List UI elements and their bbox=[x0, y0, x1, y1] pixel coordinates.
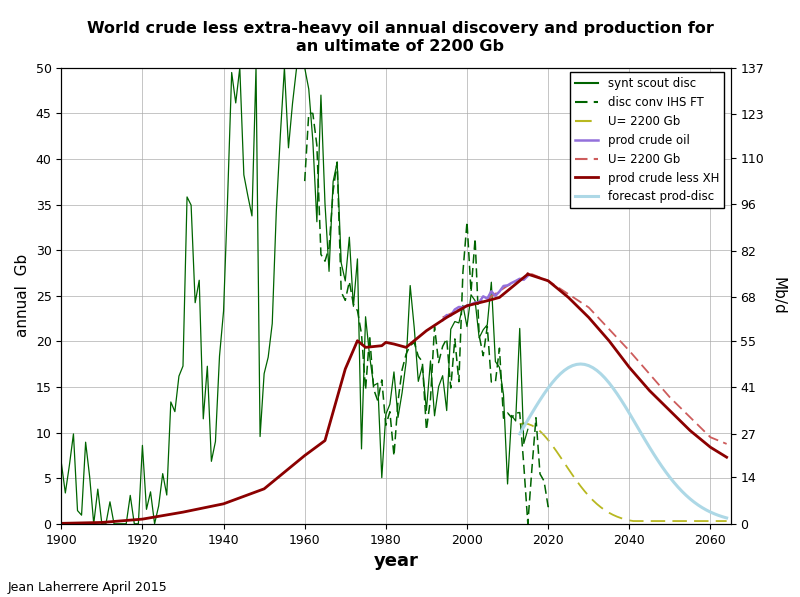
Text: an ultimate of 2200 Gb: an ultimate of 2200 Gb bbox=[296, 39, 504, 54]
Y-axis label: annual  Gb: annual Gb bbox=[15, 254, 30, 337]
Y-axis label: Mb/d: Mb/d bbox=[770, 277, 785, 315]
Text: Jean Laherrere April 2015: Jean Laherrere April 2015 bbox=[8, 581, 168, 594]
X-axis label: year: year bbox=[374, 552, 418, 570]
Text: World crude less extra-heavy oil annual discovery and production for: World crude less extra-heavy oil annual … bbox=[86, 21, 714, 36]
Legend: synt scout disc, disc conv IHS FT, U= 2200 Gb, prod crude oil, U= 2200 Gb, prod : synt scout disc, disc conv IHS FT, U= 22… bbox=[570, 72, 724, 208]
